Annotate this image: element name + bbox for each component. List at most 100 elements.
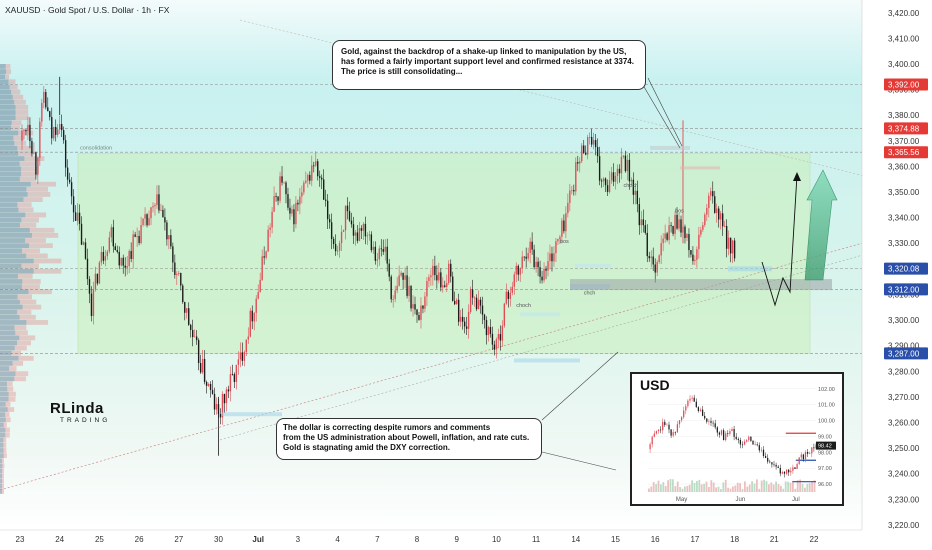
candle-body — [184, 302, 186, 313]
gold-callout-line: Gold, against the backdrop of a shake-up… — [341, 47, 627, 56]
candle-body — [444, 285, 446, 288]
candle-body — [511, 286, 513, 293]
price-level-label: 3,365.56 — [888, 148, 920, 157]
candle-body — [467, 311, 470, 329]
inset-volume-bar — [691, 480, 693, 492]
candle-body — [547, 261, 549, 271]
volume-profile-bar — [2, 463, 5, 469]
volume-profile-bar — [14, 140, 27, 146]
inset-candle-body — [704, 415, 706, 419]
volume-profile-bar — [33, 268, 62, 274]
structure-annotation: choch — [516, 303, 531, 309]
volume-profile-bar — [0, 427, 6, 433]
volume-profile-bar — [0, 232, 33, 238]
candle-body — [714, 196, 716, 213]
inset-volume-bar — [679, 487, 681, 492]
inset-volume-bar — [748, 484, 751, 492]
candle-body — [237, 359, 240, 365]
candle-body — [376, 259, 378, 261]
inset-candle-body — [737, 438, 739, 440]
volume-profile-bar — [0, 115, 16, 121]
y-tick-label: 3,420.00 — [888, 9, 920, 18]
candle-body — [668, 225, 670, 240]
candle-body — [332, 238, 335, 245]
volume-profile-bar — [15, 115, 29, 121]
candle-body — [733, 240, 736, 259]
candle-body — [459, 316, 462, 322]
candle-body — [710, 191, 712, 196]
candle-body — [457, 299, 460, 322]
volume-profile-bar — [0, 125, 11, 131]
candle-body — [725, 226, 728, 249]
inset-volume-bar — [770, 482, 773, 492]
volume-profile-bar — [3, 422, 7, 428]
candle-body — [261, 256, 263, 280]
inset-volume-bar — [660, 484, 662, 492]
candle-body — [648, 256, 650, 259]
volume-profile-bar — [0, 145, 18, 151]
inset-volume-bar — [751, 481, 753, 492]
inset-candle-body — [785, 469, 788, 474]
candle-body — [80, 223, 83, 245]
inset-volume-bar — [657, 480, 660, 492]
candle-body — [178, 273, 180, 274]
inset-volume-bar — [768, 484, 770, 492]
candle-body — [487, 327, 490, 336]
inset-candle-body — [653, 433, 655, 437]
candle-body — [43, 92, 45, 103]
volume-profile-bar — [14, 325, 27, 330]
inset-volume-bar — [787, 481, 789, 492]
inset-volume-bar — [782, 488, 785, 492]
brand-logo: RLinda TRADING — [50, 400, 110, 424]
price-level-label: 3,312.00 — [888, 285, 920, 294]
candle-body — [485, 320, 488, 336]
candle-body — [529, 241, 531, 254]
volume-profile-bar — [2, 458, 4, 464]
candle-body — [676, 214, 678, 229]
inset-candle-body — [668, 424, 670, 430]
volume-profile-bar — [13, 135, 25, 141]
candle-body — [315, 161, 317, 166]
candle-body — [519, 268, 521, 275]
inset-volume-bar — [722, 482, 725, 492]
candle-body — [104, 256, 107, 261]
candle-body — [575, 162, 577, 192]
candle-body — [602, 178, 605, 182]
inset-last-price-tag — [816, 441, 836, 450]
inset-volume-bar — [724, 479, 727, 492]
candle-body — [563, 220, 565, 232]
candle-body — [678, 219, 680, 229]
x-tick-label: 9 — [454, 535, 459, 544]
candle-body — [592, 140, 595, 145]
candle-body — [360, 228, 363, 231]
y-tick-label: 3,270.00 — [888, 393, 920, 402]
candle-body — [545, 268, 547, 271]
candle-body — [328, 219, 331, 223]
candle-body — [600, 180, 603, 182]
inset-candle-body — [662, 421, 664, 431]
y-tick-label: 3,380.00 — [888, 111, 920, 120]
candle-body — [291, 209, 293, 214]
volume-profile-bar — [0, 74, 6, 80]
inset-candle-body — [790, 470, 792, 473]
price-level-label: 3,320.08 — [888, 265, 920, 274]
candle-body — [62, 130, 65, 141]
candle-body — [235, 364, 238, 382]
price-level-tag — [884, 78, 928, 91]
candle-body — [604, 178, 607, 186]
inset-volume-bar — [765, 481, 768, 492]
volume-profile-bar — [19, 299, 37, 305]
volume-profile-bar — [12, 94, 24, 100]
candle-body — [503, 303, 506, 326]
usd-inset-plot: 102.00 101.00 100.00 99.00 98.00 97.00 96.00 98… — [632, 374, 842, 504]
inset-volume-bar — [672, 479, 674, 492]
x-tick-label: 21 — [770, 535, 779, 544]
volume-profile-bar — [21, 263, 39, 269]
candle-body — [348, 211, 351, 221]
inset-candle-body — [729, 431, 731, 435]
inset-candle-body — [714, 423, 716, 428]
volume-profile-bar — [3, 448, 7, 453]
inset-candle-body — [683, 410, 685, 418]
inset-candle-body — [788, 469, 790, 473]
inset-candle-body — [687, 400, 689, 407]
